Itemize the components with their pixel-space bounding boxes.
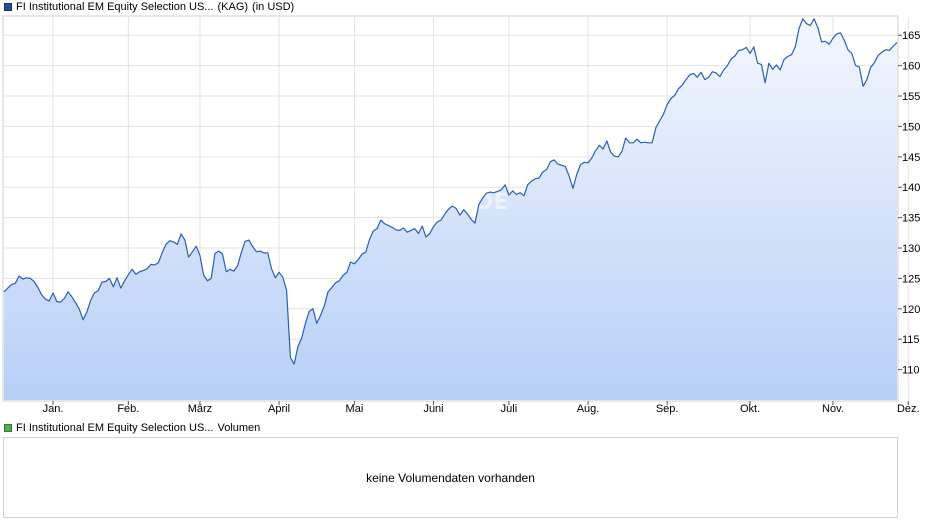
x-tick-label: Feb. <box>117 403 139 415</box>
y-tick-label: 155 <box>902 91 920 103</box>
volume-series-name: FI Institutional EM Equity Selection US.… <box>16 422 214 434</box>
volume-chart-panel: keine Volumendaten vorhanden <box>3 437 898 518</box>
price-series-swatch <box>4 3 12 11</box>
volume-series-swatch <box>4 424 12 432</box>
y-tick-label: 160 <box>902 61 920 73</box>
x-tick-label: Mai <box>346 403 364 415</box>
watermark-logo: ARIVA.DE <box>392 190 509 215</box>
volume-empty-message: keine Volumendaten vorhanden <box>366 470 535 485</box>
y-axis-ticks: 110 115 120 125 130 135 140 145 150 155 160 165 <box>898 30 920 377</box>
x-axis-ticks: Jan. Feb. März April Mai Juni Juli Aug. Sep. Okt.… <box>43 401 920 415</box>
x-tick-label: März <box>188 403 212 415</box>
price-series-unit: (in USD) <box>252 1 295 13</box>
x-tick-label: Sep. <box>656 403 679 415</box>
x-tick-label: Nov. <box>822 403 844 415</box>
y-tick-label: 120 <box>902 304 920 316</box>
y-tick-label: 165 <box>902 30 920 42</box>
y-tick-label: 110 <box>902 365 920 377</box>
x-tick-label: Jan. <box>43 403 64 415</box>
y-tick-label: 125 <box>902 273 920 285</box>
y-tick-label: 150 <box>902 121 920 133</box>
y-tick-label: 115 <box>902 334 920 346</box>
x-tick-label: Juni <box>423 403 443 415</box>
y-tick-label: 140 <box>902 182 920 194</box>
x-tick-label: Aug. <box>577 403 600 415</box>
x-tick-label: April <box>268 403 290 415</box>
x-tick-label: Dez. <box>897 403 920 415</box>
price-area-fill <box>4 18 897 401</box>
volume-series-label: Volumen <box>217 422 261 434</box>
price-line <box>3 18 898 365</box>
x-tick-label: Okt. <box>740 403 760 415</box>
y-tick-label: 135 <box>902 213 920 225</box>
y-tick-label: 145 <box>902 152 920 164</box>
volume-chart-legend: FI Institutional EM Equity Selection US.… <box>4 421 260 435</box>
price-series-type: (KAG) <box>217 1 249 13</box>
price-series-name: FI Institutional EM Equity Selection US.… <box>16 1 214 13</box>
x-tick-label: Juli <box>501 403 518 415</box>
price-chart-legend: FI Institutional EM Equity Selection US.… <box>4 0 294 14</box>
y-tick-label: 130 <box>902 243 920 255</box>
